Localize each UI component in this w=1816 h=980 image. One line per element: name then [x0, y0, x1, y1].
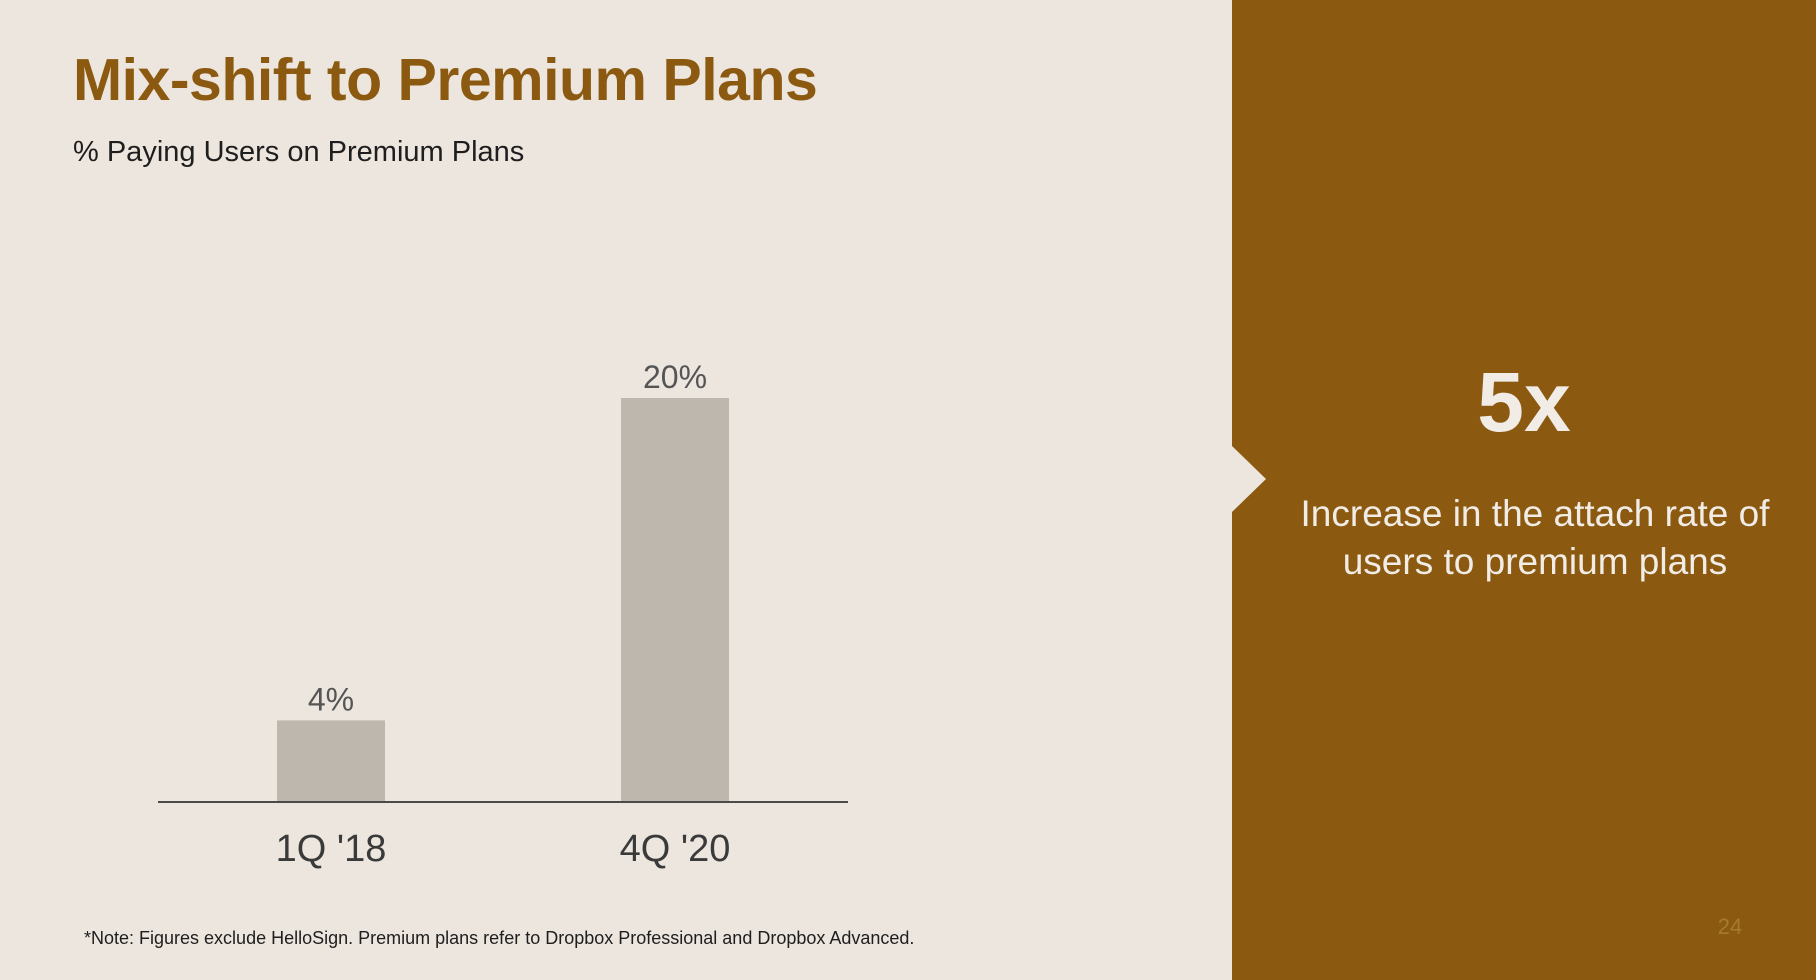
chart-subtitle: % Paying Users on Premium Plans — [73, 136, 525, 168]
x-tick-label: 1Q '18 — [276, 828, 387, 870]
callout-value: 5x — [1477, 355, 1571, 449]
panel-arrow-icon — [1232, 446, 1266, 512]
bar-2 — [621, 398, 729, 801]
x-tick-label: 4Q '20 — [620, 828, 731, 870]
bar-1 — [277, 720, 385, 801]
slide-title: Mix-shift to Premium Plans — [73, 47, 818, 113]
bar-value-label: 4% — [308, 681, 354, 717]
callout-panel — [1232, 0, 1816, 980]
footnote: *Note: Figures exclude HelloSign. Premiu… — [84, 928, 915, 948]
page-number: 24 — [1717, 914, 1743, 939]
bar-chart: 4% 1Q '18 20% 4Q '20 — [158, 359, 848, 870]
callout-description: Increase in the attach rate of users to … — [1300, 493, 1770, 582]
bar-value-label: 20% — [643, 359, 707, 395]
